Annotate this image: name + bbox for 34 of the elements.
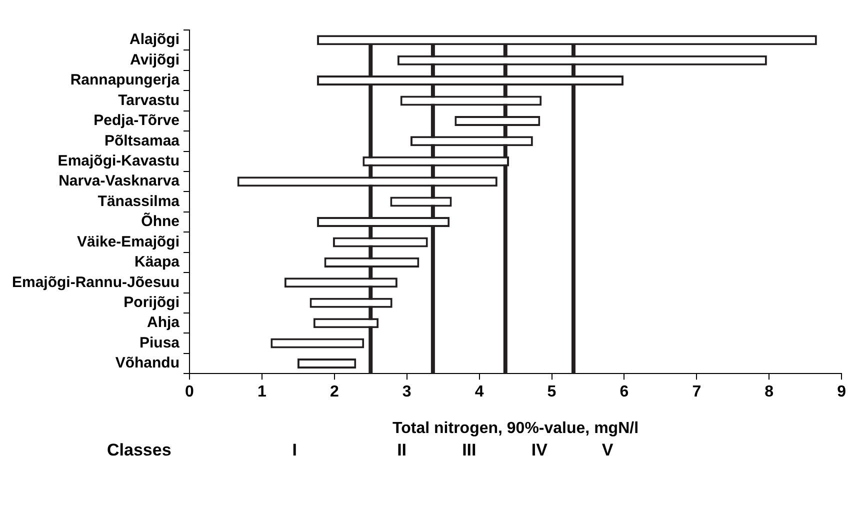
y-tick-label: Käapa [134,254,180,271]
y-tick-label: Tarvastu [118,92,180,109]
y-tick-label: Ahja [146,314,180,332]
y-tick-label: Emajõgi-Rannu-Jõesuu [12,274,180,291]
y-tick-label: Piusa [139,334,180,352]
y-tick-label: Narva-Vasknarva [58,172,180,190]
text: V [602,440,614,460]
y-tick-label: Õhne [141,212,180,230]
text: I [292,440,297,460]
x-tick-label: 4 [474,384,484,401]
x-axis-title: Total nitrogen, 90%-value, mgN/l [392,420,639,437]
x-tick-label: 8 [764,384,774,401]
y-tick-label: Porijõgi [124,294,180,311]
y-tick-label: Pedja-Tõrve [94,112,180,130]
x-tick-label: 6 [620,384,629,401]
x-tick-label: 3 [402,384,412,401]
text: Classes [107,440,172,460]
x-tick-label: 0 [185,384,194,401]
text: IV [531,440,548,460]
y-tick-label: Tänassilma [98,192,180,210]
y-tick-label: Rannapungerja [70,72,180,89]
y-tick-label: Põltsamaa [104,132,180,150]
x-tick-label: 1 [258,384,267,401]
y-tick-label: Alajõgi [129,31,180,48]
y-tick-label: Väike-Emajõgi [76,233,180,250]
text: II [397,440,407,460]
y-tick-label: Avijõgi [130,51,180,68]
y-tick-label: Emajõgi-Kavastu [58,152,180,170]
x-tick-label: 9 [837,384,846,401]
text: III [462,440,476,460]
x-tick-label: 7 [692,384,702,401]
x-tick-label: 5 [547,384,556,401]
y-tick-label: Võhandu [115,354,180,372]
x-tick-label: 2 [330,384,339,401]
